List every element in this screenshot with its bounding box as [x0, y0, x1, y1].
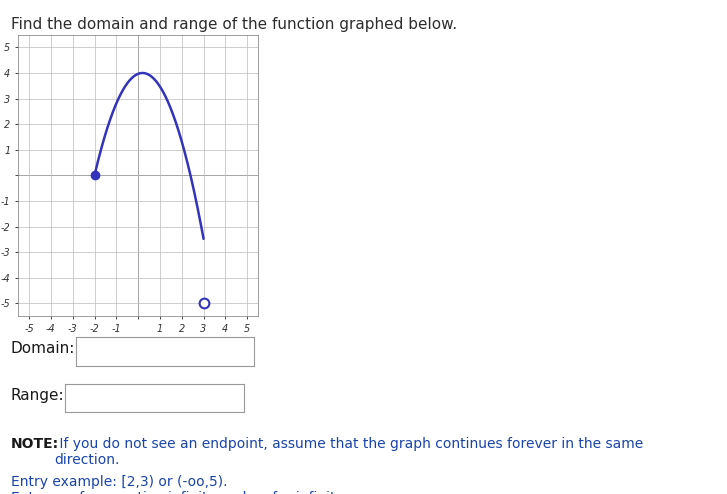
Text: Entry example: [2,3) or (-oo,5).
Enter -oo for negative infinity and oo for infi: Entry example: [2,3) or (-oo,5). Enter -…: [11, 475, 346, 494]
Text: If you do not see an endpoint, assume that the graph continues forever in the sa: If you do not see an endpoint, assume th…: [55, 437, 643, 467]
Text: Domain:: Domain:: [11, 341, 76, 356]
Text: Find the domain and range of the function graphed below.: Find the domain and range of the functio…: [11, 17, 457, 32]
Text: Range:: Range:: [11, 388, 65, 403]
Text: NOTE:: NOTE:: [11, 437, 59, 451]
